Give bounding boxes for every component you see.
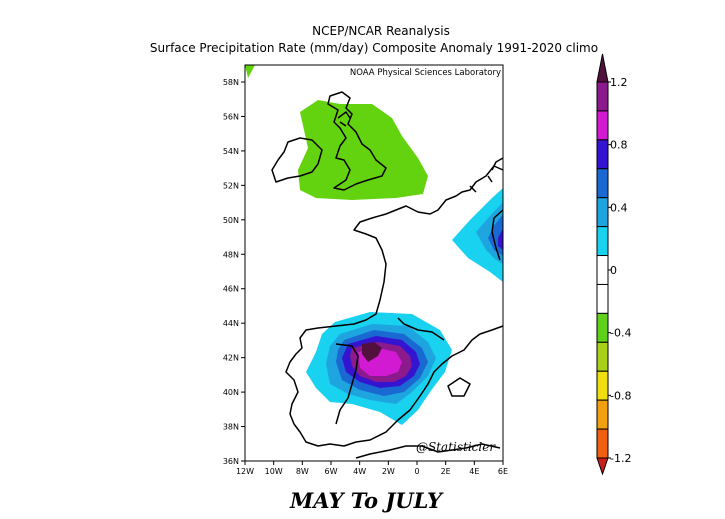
colorbar-segment [596,399,609,430]
positive-anomaly-east-l4 [498,228,503,250]
lat-label: 48N [223,250,239,259]
colorbar-segment [596,312,609,343]
title-line-2: Surface Precipitation Rate (mm/day) Comp… [150,41,598,55]
anomaly-fields [245,65,503,425]
lat-label: 40N [223,388,239,397]
colorbar-segment [596,341,609,372]
colorbar-segment [596,226,609,257]
colorbar-label: 1.2 [610,76,628,89]
border-france-spain [397,317,445,341]
lon-label: 4W [353,467,366,476]
coastlines [271,91,504,459]
lon-label: 10W [265,467,283,476]
negative-anomaly-region [298,100,428,200]
coast-north-sea-east [469,157,504,193]
map-panel: NOAA Physical Sciences Laboratory @Stati… [223,64,508,476]
colorbar-top-arrow [596,53,609,83]
colorbar-label: 0.4 [610,201,628,214]
credit-box [318,66,502,78]
lat-label: 42N [223,354,239,363]
lon-label: 12W [236,467,254,476]
colorbar-segment [596,110,609,141]
lat-label: 52N [223,181,239,190]
lon-label: 4E [469,467,479,476]
latitude-axis: 58N 56N 54N 52N 50N 48N 46N 44N 42N 40N 38N 36N [223,78,245,466]
coast-scotland-isles [337,111,351,127]
coast-great-britain [327,91,387,191]
watermark-text: @Statisticler [416,440,496,454]
lat-label: 50N [223,216,239,225]
map-frame [244,64,504,462]
lat-label: 56N [223,112,239,121]
lat-label: 38N [223,423,239,432]
colorbar: 1.2 0.8 0.4 0 -0.4 -0.8 -1.2 [596,53,631,476]
lat-label: 58N [223,78,239,87]
lat-label: 44N [223,319,239,328]
longitude-axis: 12W 10W 8W 6W 4W 2W 0 2E 4E 6E [236,461,508,476]
colorbar-segment [596,197,609,228]
colorbar-label: 0 [610,264,617,277]
negative-anomaly-uk [245,65,255,78]
colorbar-label: -0.8 [610,389,631,402]
colorbar-segment [596,283,609,314]
title-line-1: NCEP/NCAR Reanalysis [312,24,450,38]
colorbar-label: -1.2 [610,452,631,465]
colorbar-bottom-arrow [596,457,609,476]
colorbar-segment [596,370,609,401]
credit-text: NOAA Physical Sciences Laboratory [350,68,501,78]
lat-label: 54N [223,147,239,156]
colorbar-segment [596,428,609,459]
coast-france-benelux [285,165,504,447]
colorbar-label: -0.4 [610,327,631,340]
lon-label: 0 [414,467,419,476]
coast-north-africa [355,443,501,459]
colorbar-segment [596,81,609,112]
border-spain-portugal [335,343,359,425]
lon-label: 6W [325,467,338,476]
season-caption: MAY To JULY [289,488,444,513]
lon-label: 6E [498,467,508,476]
colorbar-segment [596,139,609,170]
colorbar-segment [596,255,609,285]
lon-label: 2W [382,467,395,476]
colorbar-label: 0.8 [610,139,628,152]
lat-label: 36N [223,457,239,466]
coast-ireland [271,137,323,183]
lat-label: 46N [223,285,239,294]
lon-label: 2E [441,467,451,476]
lon-label: 8W [296,467,309,476]
positive-anomaly-iberia-core [362,342,382,362]
positive-anomaly-east-outer [452,188,503,282]
coast-mallorca [447,377,471,397]
border-france-east [491,209,504,261]
colorbar-segment [596,168,609,199]
